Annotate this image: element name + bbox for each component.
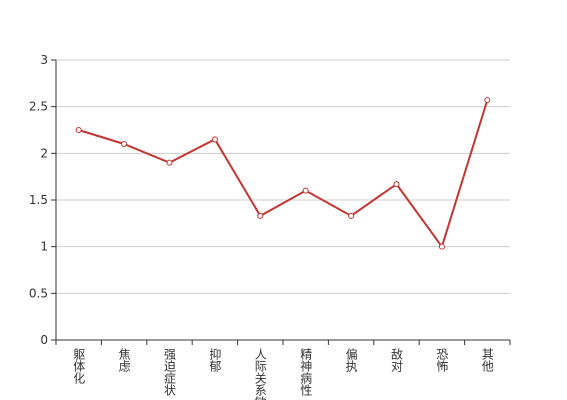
point xyxy=(121,141,128,147)
y-tick-label: 1.5 xyxy=(29,193,48,207)
point xyxy=(211,136,218,143)
x-tick-label: 焦虑 xyxy=(117,348,131,372)
x-tick-label: 其他 xyxy=(480,348,494,372)
line xyxy=(78,99,489,249)
y-tick-label: 2 xyxy=(40,146,48,160)
y-tick-label: 3 xyxy=(40,53,48,67)
x-tick-label: 偏执 xyxy=(344,347,358,373)
point xyxy=(393,181,400,188)
point xyxy=(348,212,355,219)
point xyxy=(257,212,264,219)
y-tick-label: 1 xyxy=(40,240,48,254)
x-tick-label: 精神病性 xyxy=(299,348,313,397)
y-tick-label: 2.5 xyxy=(29,100,48,114)
point xyxy=(166,159,173,166)
x-tick-label: 强迫症状 xyxy=(163,348,177,396)
x-tick-label: 敌对 xyxy=(390,347,404,372)
point xyxy=(75,127,82,133)
y-tick-label: 0.5 xyxy=(29,286,48,300)
x-tick-label: 恐怖 xyxy=(435,348,449,372)
x-tick-label: 抑郁 xyxy=(208,347,222,373)
x-tick-label: 人际关系敏感 xyxy=(253,348,267,400)
y-tick-label: 0 xyxy=(40,333,48,347)
point xyxy=(438,243,445,250)
x-tick-label: 躯体化 xyxy=(72,347,86,385)
point xyxy=(302,187,309,194)
point xyxy=(484,97,491,104)
